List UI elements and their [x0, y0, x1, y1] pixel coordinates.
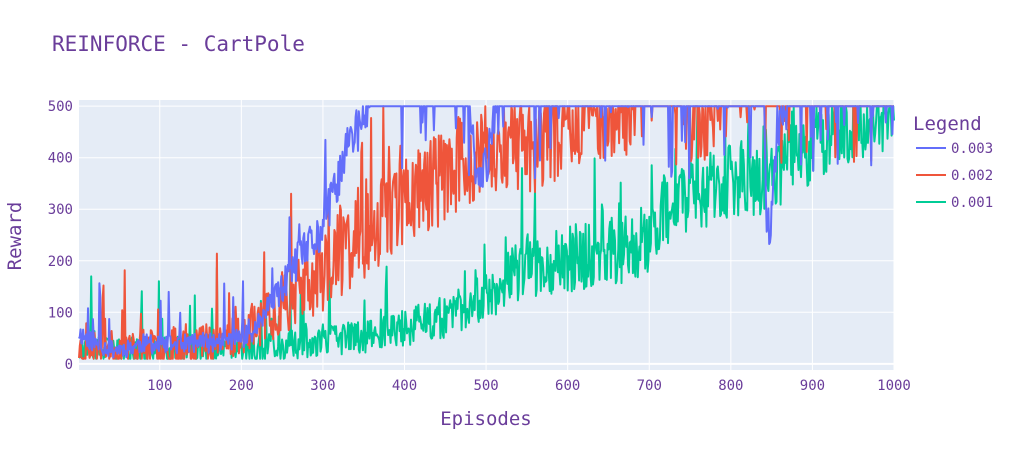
x-axis-title: Episodes	[440, 408, 532, 430]
series-lines	[78, 105, 895, 360]
x-tick-label: 1000	[877, 378, 911, 394]
legend-title: Legend	[913, 113, 982, 135]
x-tick-label: 700	[637, 378, 662, 394]
tick-labels: 100 200 300 400 500 600 700 800 900 1000 0 100 200 30…	[48, 99, 911, 394]
series-line-0.003	[78, 105, 895, 359]
x-tick-label: 300	[310, 378, 335, 394]
legend-label[interactable]: 0.002	[951, 168, 993, 184]
y-axis-title: Reward	[4, 202, 26, 271]
y-tick-label: 100	[48, 305, 73, 321]
y-tick-label: 300	[48, 202, 73, 218]
legend-label[interactable]: 0.001	[951, 195, 993, 211]
x-tick-label: 100	[147, 378, 172, 394]
y-tick-label: 0	[65, 357, 73, 373]
legend[interactable]: Legend 0.003 0.002 0.001	[913, 113, 993, 211]
x-tick-label: 400	[392, 378, 417, 394]
x-tick-label: 500	[473, 378, 498, 394]
y-tick-label: 200	[48, 254, 73, 270]
legend-label[interactable]: 0.003	[951, 141, 993, 157]
chart-title: REINFORCE - CartPole	[52, 32, 305, 56]
y-tick-label: 400	[48, 151, 73, 167]
x-tick-label: 900	[800, 378, 825, 394]
y-tick-label: 500	[48, 99, 73, 115]
x-tick-label: 600	[555, 378, 580, 394]
x-tick-label: 200	[229, 378, 254, 394]
x-tick-label: 800	[718, 378, 743, 394]
